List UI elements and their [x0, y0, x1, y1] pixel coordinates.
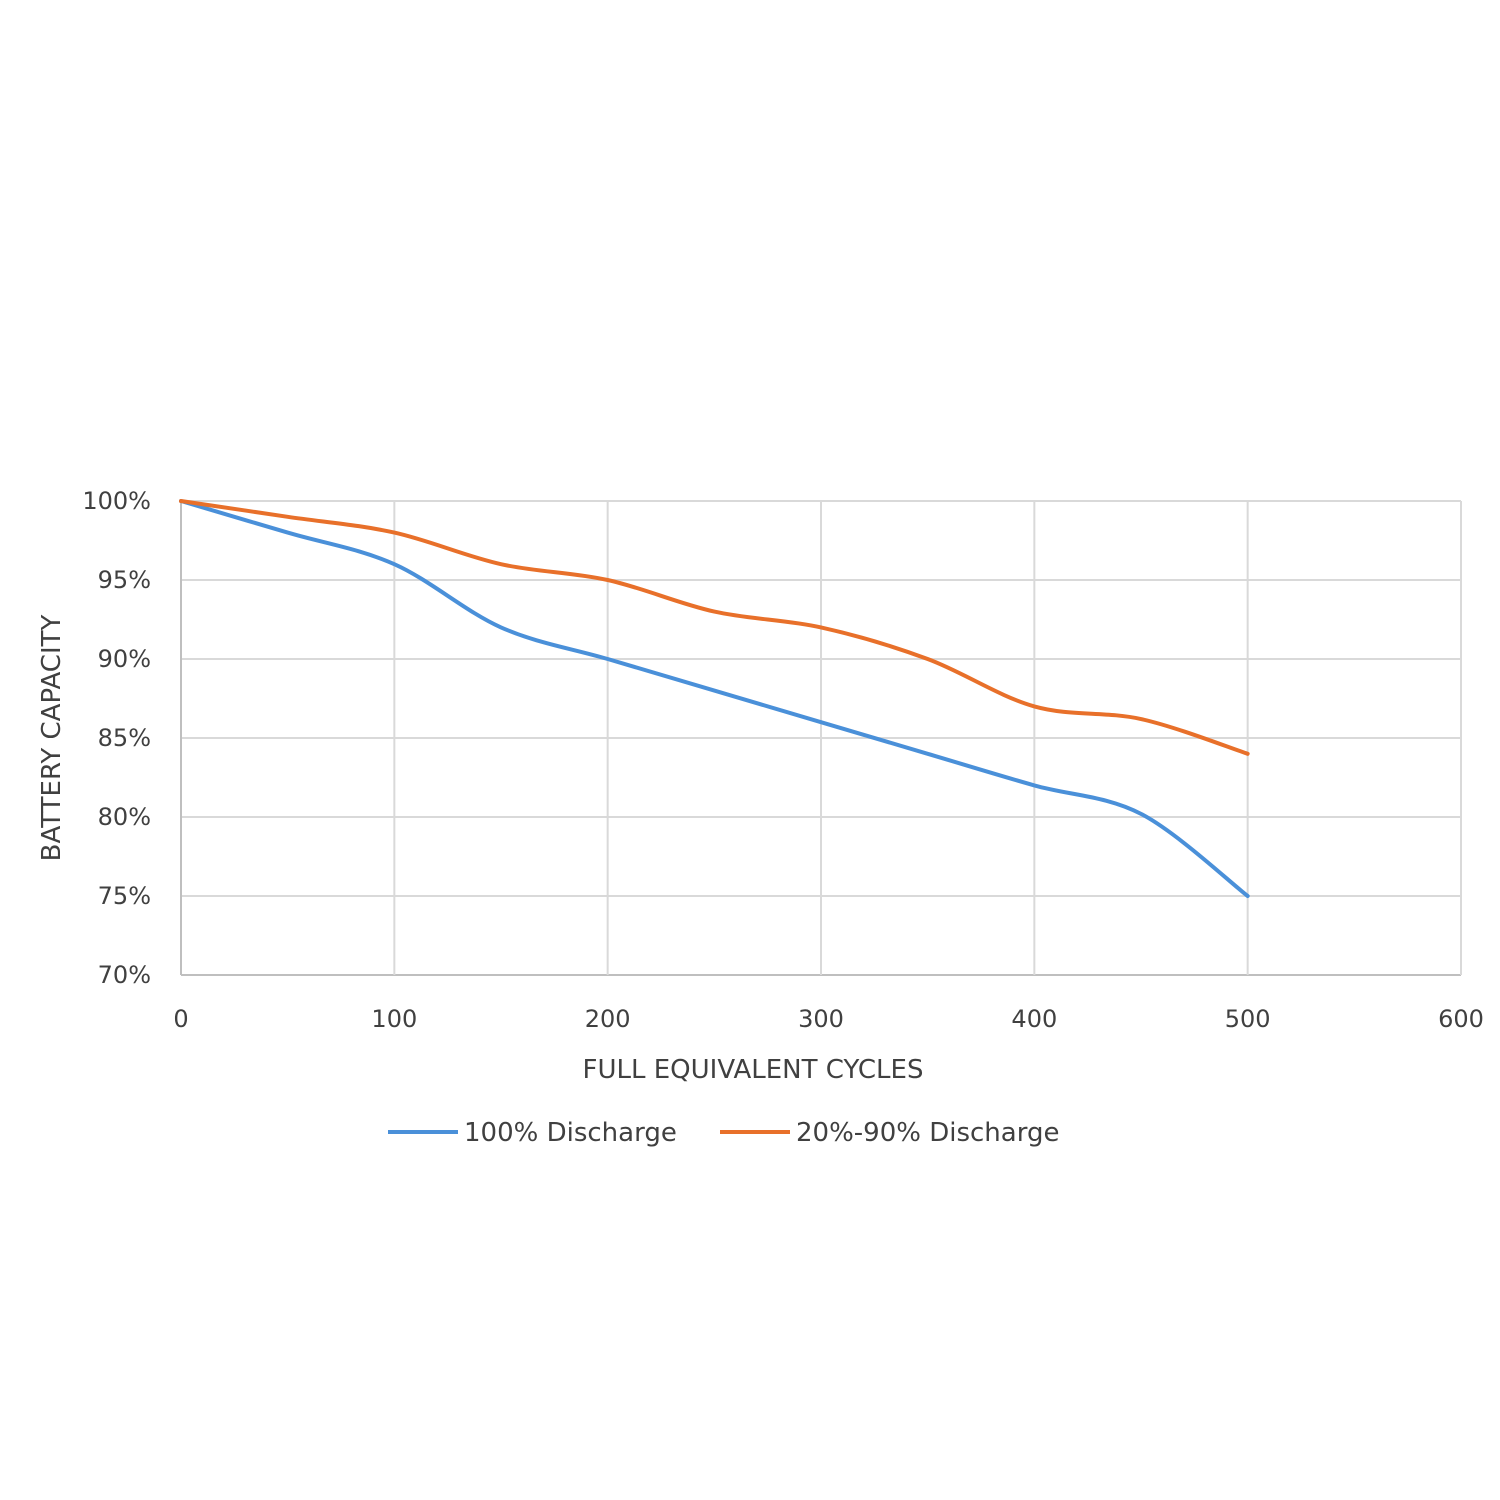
x-tick-label: 400 — [1011, 1005, 1057, 1033]
y-tick-label: 85% — [98, 724, 151, 752]
x-axis-title: FULL EQUIVALENT CYCLES — [583, 1055, 924, 1085]
legend-label-20-90-discharge: 20%-90% Discharge — [796, 1118, 1059, 1148]
x-tick-label: 600 — [1438, 1005, 1484, 1033]
legend: 100% Discharge 20%-90% Discharge — [388, 1118, 1059, 1148]
legend-label-100-discharge: 100% Discharge — [464, 1118, 677, 1148]
x-tick-label: 300 — [798, 1005, 844, 1033]
x-tick-label: 500 — [1225, 1005, 1271, 1033]
y-tick-label: 90% — [98, 645, 151, 673]
y-tick-label: 80% — [98, 803, 151, 831]
y-tick-label: 70% — [98, 961, 151, 989]
x-tick-label: 100 — [371, 1005, 417, 1033]
series-line-100-discharge — [179, 499, 1250, 898]
y-tick-label: 75% — [98, 882, 151, 910]
series-line-20-90-discharge — [179, 499, 1250, 756]
y-axis-title: BATTERY CAPACITY — [37, 615, 67, 862]
x-tick-label: 200 — [585, 1005, 631, 1033]
y-tick-label: 100% — [82, 487, 151, 515]
grid-layer — [180, 500, 1462, 976]
y-tick-label: 95% — [98, 566, 151, 594]
ticks-layer: 70% 75% 80% 85% 90% 95% 100% 0 100 200 300 400 500 60… — [82, 487, 1484, 1033]
x-tick-label: 0 — [173, 1005, 188, 1033]
series-layer — [179, 499, 1250, 898]
